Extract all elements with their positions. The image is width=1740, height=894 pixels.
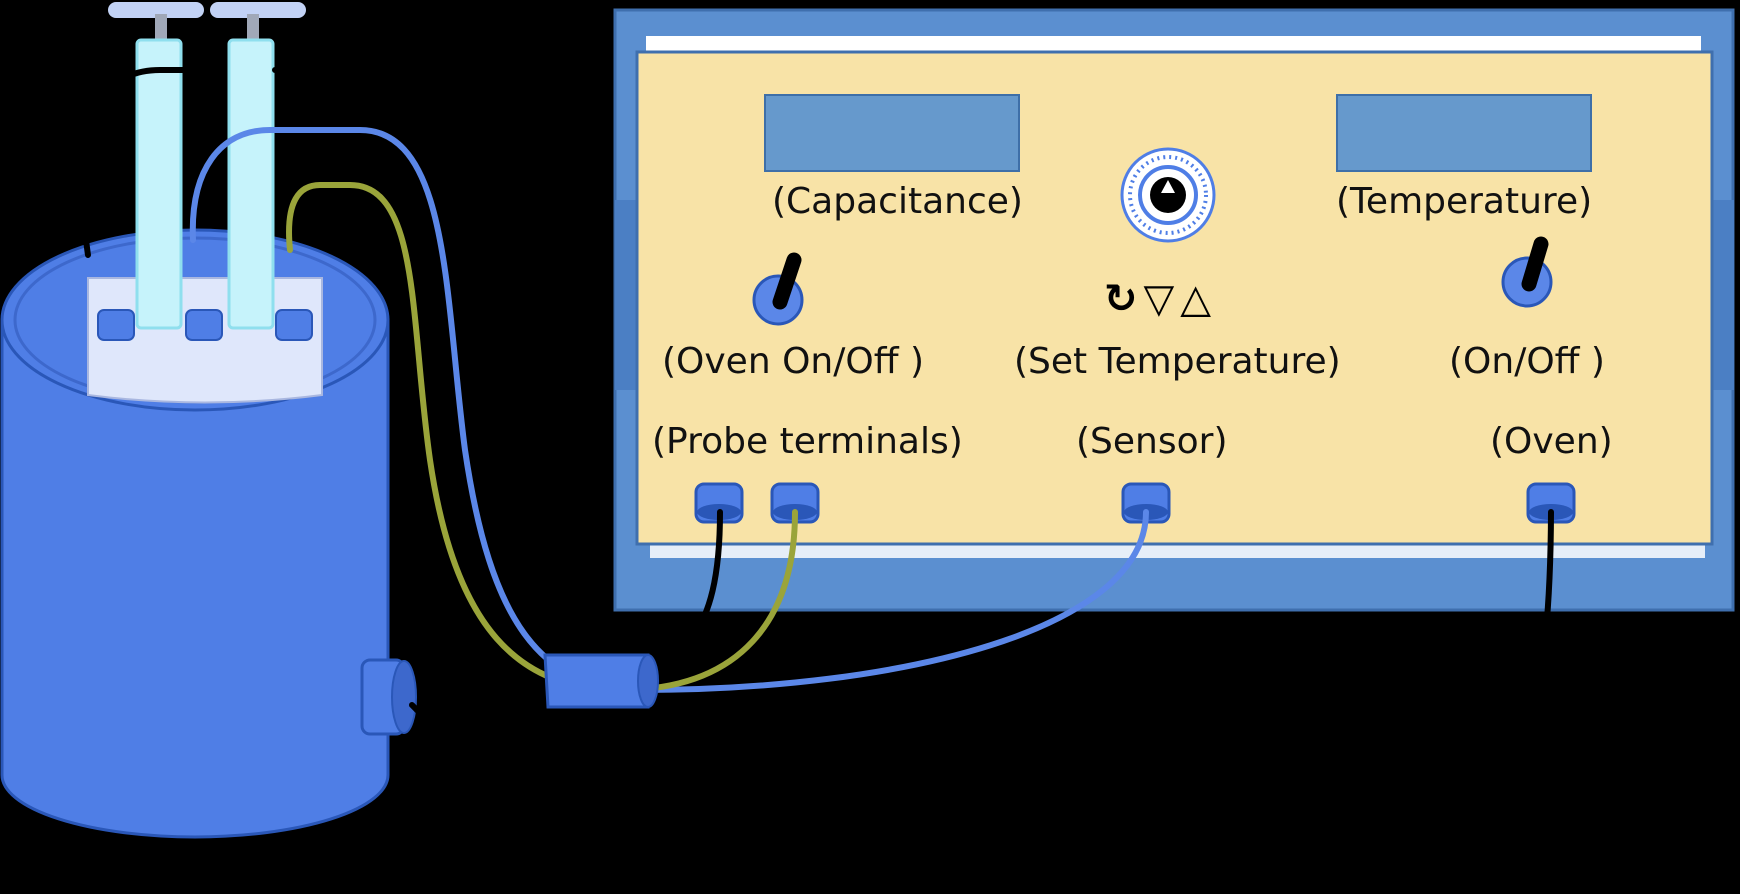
- oven-toggle-switch[interactable]: [752, 252, 804, 326]
- lid-posts: [97, 309, 313, 341]
- oven-switch-label: (Oven On/Off ): [662, 341, 925, 382]
- temperature-display: [1336, 94, 1592, 172]
- temperature-label: (Temperature): [1336, 181, 1593, 222]
- wire-black-electrode-loop: [79, 67, 203, 258]
- capacitance-label: (Capacitance): [772, 181, 1023, 222]
- power-switch-label: (On/Off ): [1449, 341, 1605, 382]
- electrode-left: [108, 2, 204, 330]
- wire-black-oven: [409, 509, 1554, 890]
- wires: [79, 67, 1554, 890]
- capacitance-display: [764, 94, 1020, 172]
- electrode-right: [210, 2, 306, 330]
- set-temperature-label: (Set Temperature): [1014, 341, 1341, 382]
- set-temperature-controls[interactable]: ↻▽△: [1104, 276, 1218, 322]
- probe-terminals-label: (Probe terminals): [652, 421, 963, 462]
- wire-connector: [543, 653, 659, 709]
- wire-olive-probe: [286, 182, 798, 694]
- oven-label: (Oven): [1490, 421, 1613, 462]
- oven-side-port: [360, 658, 417, 736]
- sensor-label: (Sensor): [1076, 421, 1228, 462]
- dial-knob-icon[interactable]: [1120, 147, 1216, 243]
- power-toggle-switch[interactable]: [1501, 236, 1553, 308]
- wire-blue-sensor: [189, 127, 1149, 694]
- wire-black-probe: [272, 67, 723, 676]
